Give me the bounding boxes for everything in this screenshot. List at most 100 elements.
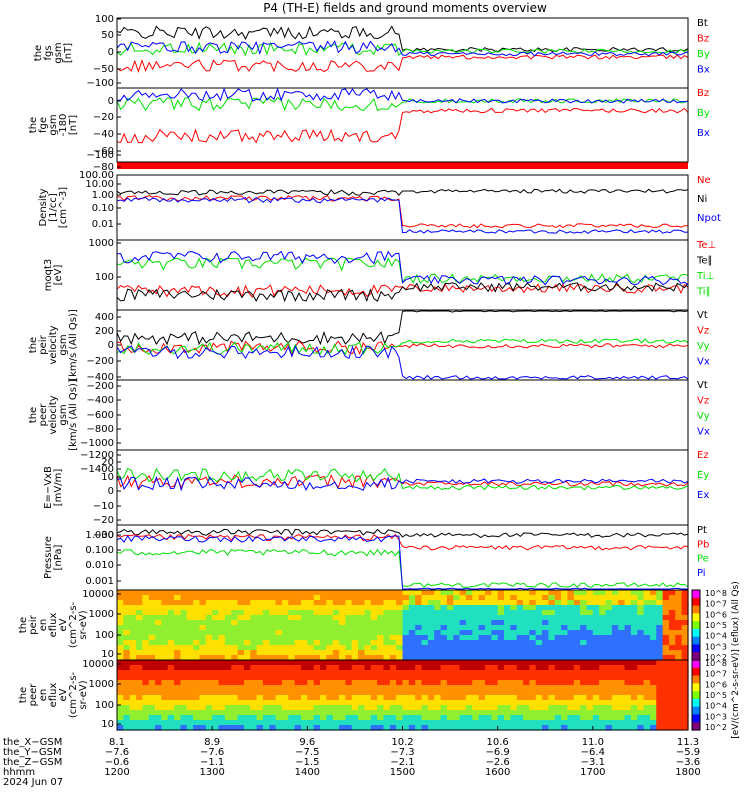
heatmap-cell [300, 660, 308, 666]
heatmap-cell [180, 675, 188, 681]
heatmap-cell [523, 595, 530, 601]
heatmap-cell [618, 605, 626, 611]
heatmap-cell [618, 660, 626, 666]
heatmap-cell [478, 615, 486, 621]
colorbar-segment [692, 675, 700, 684]
heatmap-cell [332, 640, 340, 646]
heatmap-cell [243, 630, 251, 636]
heatmap-cell [358, 590, 366, 596]
heatmap-cell [491, 695, 499, 701]
heatmap-cell [180, 635, 188, 641]
heatmap-cell [313, 650, 321, 656]
heatmap-cell [167, 590, 175, 596]
heatmap-cell [504, 695, 511, 701]
heatmap-cell [675, 590, 683, 596]
heatmap-cell [262, 680, 270, 686]
heatmap-cell [300, 685, 308, 691]
heatmap-cell [427, 600, 435, 606]
heatmap-cell [389, 725, 397, 731]
heatmap-cell [472, 625, 480, 631]
heatmap-cell [155, 645, 163, 651]
colorbar-segment [692, 628, 700, 638]
colorbar-segment [692, 605, 700, 614]
heatmap-cell [599, 690, 607, 696]
heatmap-cell [389, 605, 397, 611]
heatmap-cell [218, 635, 226, 641]
heatmap-cell [523, 695, 530, 701]
heatmap-cell [364, 620, 372, 626]
heatmap-cell [415, 675, 423, 681]
heatmap-cell [618, 610, 626, 616]
legend-entry: Vx [697, 357, 710, 368]
heatmap-cell [193, 640, 201, 646]
heatmap-cell [662, 725, 670, 731]
heatmap-cell [307, 695, 315, 701]
heatmap-cell [408, 650, 416, 656]
heatmap-cell [212, 685, 220, 691]
heatmap-cell [389, 710, 397, 716]
heatmap-cell [459, 640, 467, 646]
heatmap-cell [205, 670, 213, 676]
heatmap-cell [478, 670, 486, 676]
heatmap-cell [592, 690, 600, 696]
y-tick-label: 10000 [82, 589, 114, 600]
heatmap-cell [345, 650, 353, 656]
heatmap-cell [262, 590, 270, 596]
heatmap-cell [573, 705, 581, 711]
heatmap-cell [237, 710, 245, 716]
y-axis-label: [nT] [68, 115, 79, 135]
heatmap-cell [491, 660, 499, 666]
heatmap-cell [408, 655, 416, 661]
heatmap-cell [218, 715, 226, 721]
heatmap-cell [656, 715, 664, 721]
heatmap-cell [611, 695, 619, 701]
colorbar-tick-label: 10^4 [705, 702, 727, 711]
heatmap-cell [142, 595, 150, 601]
heatmap-cell [275, 715, 283, 721]
heatmap-cell [459, 625, 467, 631]
heatmap-cell [212, 690, 220, 696]
heatmap-cell [129, 655, 137, 661]
heatmap-cell [567, 605, 575, 611]
heatmap-cell [649, 605, 657, 611]
heatmap-cell [256, 610, 264, 616]
heatmap-cell [288, 720, 296, 726]
heatmap-cell [548, 690, 556, 696]
heatmap-cell [630, 660, 638, 666]
heatmap-cell [256, 620, 264, 626]
heatmap-cell [250, 645, 258, 651]
heatmap-cell [123, 615, 131, 621]
heatmap-cell [656, 595, 664, 601]
heatmap-cell [535, 685, 543, 691]
heatmap-cell [269, 685, 277, 691]
heatmap-cell [637, 700, 645, 706]
heatmap-cell [618, 650, 626, 656]
heatmap-cell [548, 670, 556, 676]
heatmap-cell [351, 725, 359, 731]
heatmap-cell [288, 590, 296, 596]
heatmap-cell [440, 615, 448, 621]
heatmap-cell [415, 665, 423, 671]
heatmap-cell [446, 680, 454, 686]
heatmap-cell [643, 610, 651, 616]
heatmap-cell [117, 685, 124, 691]
heatmap-cell [345, 600, 353, 606]
heatmap-cell [193, 590, 201, 596]
heatmap-cell [237, 680, 245, 686]
y-tick-label: 0.01 [92, 219, 114, 230]
heatmap-cell [275, 625, 283, 631]
heatmap-cell [326, 630, 334, 636]
heatmap-cell [383, 720, 391, 726]
heatmap-cell [123, 645, 131, 651]
heatmap-cell [624, 610, 632, 616]
legend-entry: Ey [697, 470, 709, 481]
heatmap-cell [554, 650, 562, 656]
heatmap-cell [567, 695, 575, 701]
heatmap-cell [339, 720, 346, 726]
heatmap-cell [313, 610, 321, 616]
heatmap-cell [453, 630, 461, 636]
heatmap-cell [586, 655, 594, 661]
heatmap-cell [681, 655, 689, 661]
heatmap-cell [224, 590, 232, 596]
heatmap-cell [307, 700, 315, 706]
